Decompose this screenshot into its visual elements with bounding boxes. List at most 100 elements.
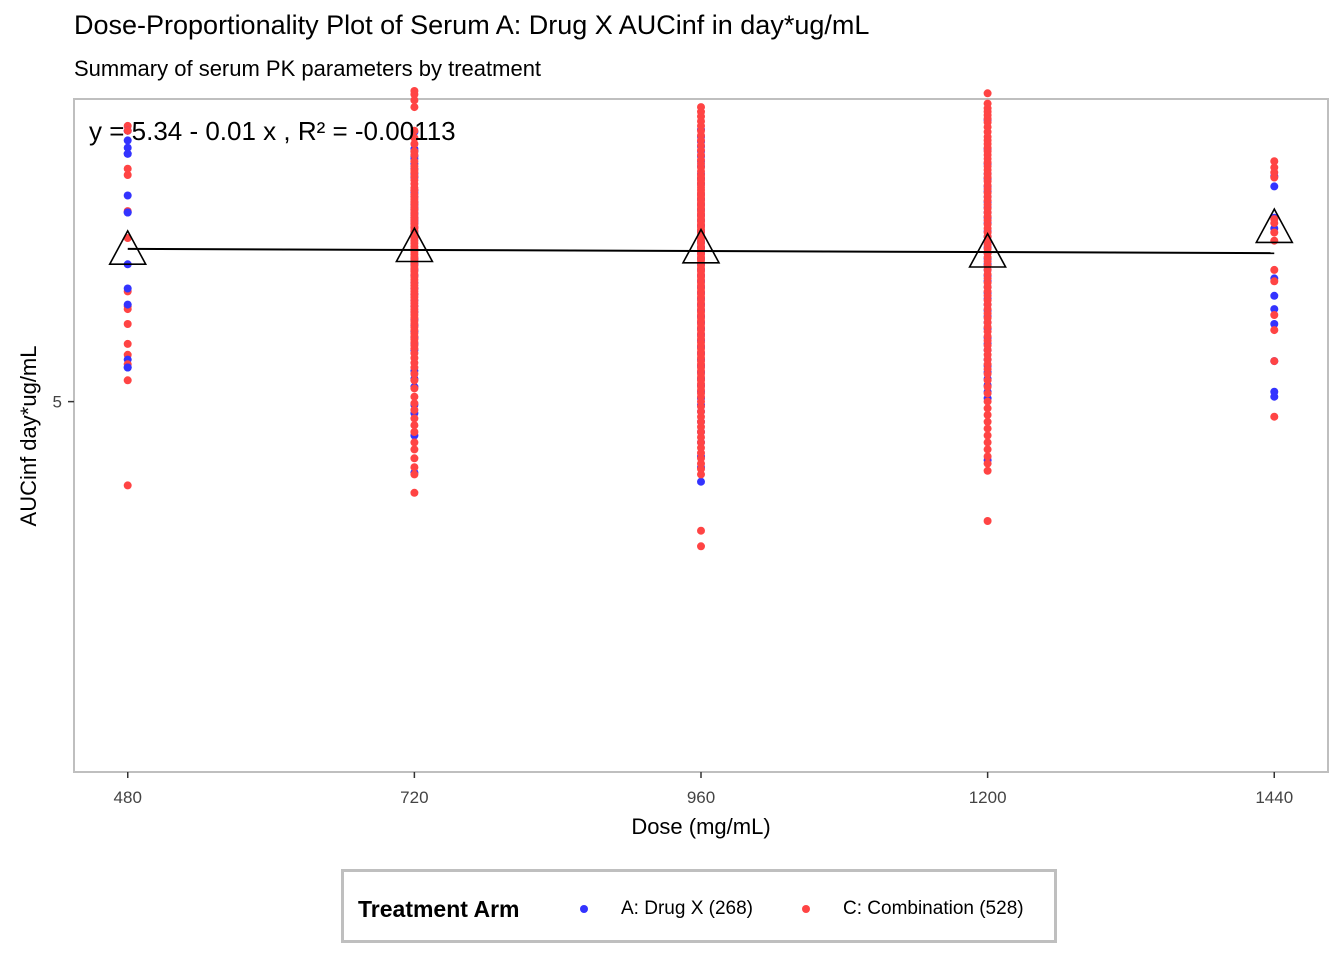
point-combination xyxy=(1270,412,1279,421)
point-combination xyxy=(697,470,705,479)
mean-triangle xyxy=(968,232,1007,268)
point-combination xyxy=(983,459,992,468)
point-combination xyxy=(410,369,419,378)
point-combination xyxy=(983,411,992,419)
point-combination xyxy=(410,363,419,372)
point-combination xyxy=(410,151,419,159)
point-combination xyxy=(983,452,992,461)
point-combination xyxy=(123,376,132,385)
point-combination xyxy=(410,399,419,408)
fit-layer xyxy=(108,207,1294,268)
point-combination xyxy=(410,488,419,497)
y-tick-label: 5 xyxy=(53,393,62,412)
x-tick-label: 1200 xyxy=(969,788,1007,807)
point-combination xyxy=(1270,219,1279,228)
point-combination xyxy=(983,382,992,391)
regression-line xyxy=(127,247,1275,255)
point-drug-x xyxy=(123,136,132,145)
point-combination xyxy=(983,89,992,98)
point-combination xyxy=(410,421,419,430)
point-drug-x xyxy=(123,208,132,217)
point-drug-x xyxy=(123,149,132,158)
point-combination xyxy=(983,376,992,385)
point-combination xyxy=(410,414,419,423)
point-combination xyxy=(123,481,132,490)
axis-layer: 480 720 960 1200 1440 5 xyxy=(53,393,1294,807)
y-axis-title: AUCinf day*ug/mL xyxy=(16,346,41,527)
point-combination xyxy=(410,392,419,401)
point-combination xyxy=(410,133,419,142)
point-combination xyxy=(410,438,419,447)
point-combination xyxy=(410,103,419,112)
chart-title: Dose-Proportionality Plot of Serum A: Dr… xyxy=(74,10,870,40)
x-tick-label: 720 xyxy=(400,788,428,807)
point-drug-x xyxy=(1270,305,1279,314)
points-layer xyxy=(123,87,1279,551)
point-combination xyxy=(983,369,992,378)
point-combination xyxy=(983,417,992,426)
mean-triangle xyxy=(108,229,148,266)
point-combination xyxy=(983,424,992,433)
legend-key-combination xyxy=(802,905,810,913)
point-combination xyxy=(410,126,419,135)
x-axis-title: Dose (mg/mL) xyxy=(631,814,770,839)
point-drug-x xyxy=(123,191,132,200)
point-drug-x xyxy=(1270,182,1279,191)
point-drug-x xyxy=(123,143,132,152)
point-combination xyxy=(1270,265,1279,274)
legend-label-combination: C: Combination (528) xyxy=(843,898,1024,919)
point-drug-x xyxy=(1270,291,1279,300)
point-combination xyxy=(1270,173,1279,182)
point-combination xyxy=(123,320,132,328)
point-combination xyxy=(983,389,992,398)
point-combination xyxy=(983,445,992,454)
point-combination xyxy=(983,397,992,406)
chart-subtitle: Summary of serum PK parameters by treatm… xyxy=(74,56,542,81)
point-combination xyxy=(1270,157,1279,166)
point-drug-x xyxy=(1270,320,1279,328)
x-tick-label: 480 xyxy=(114,788,142,807)
x-tick-label: 960 xyxy=(687,788,715,807)
point-drug-x xyxy=(123,300,132,309)
point-combination xyxy=(983,517,992,525)
point-combination xyxy=(123,164,132,173)
point-drug-x xyxy=(123,284,132,293)
x-tick-label: 1440 xyxy=(1255,788,1293,807)
point-combination xyxy=(123,171,132,179)
legend-title: Treatment Arm xyxy=(358,896,520,922)
mean-triangle xyxy=(681,227,721,264)
legend-key-drug-x xyxy=(580,905,588,913)
point-combination xyxy=(983,431,992,440)
point-combination xyxy=(410,90,419,99)
point-combination xyxy=(697,526,705,535)
point-combination xyxy=(410,140,419,148)
point-combination xyxy=(410,406,419,414)
point-combination xyxy=(983,404,992,413)
point-combination xyxy=(410,463,419,472)
regression-equation-label: y = 5.34 - 0.01 x , R² = -0.00113 xyxy=(89,116,456,146)
point-drug-x xyxy=(1270,392,1279,401)
point-combination xyxy=(1270,326,1279,335)
point-combination xyxy=(1270,277,1279,286)
point-drug-x xyxy=(697,477,705,486)
point-combination xyxy=(697,542,705,551)
point-combination xyxy=(410,445,419,454)
mean-triangle xyxy=(1254,207,1294,244)
point-combination xyxy=(1270,228,1279,237)
point-combination xyxy=(410,428,419,436)
point-combination xyxy=(1270,311,1279,319)
point-combination xyxy=(983,438,992,447)
point-combination xyxy=(123,126,132,135)
point-combination xyxy=(410,470,419,479)
point-combination xyxy=(410,376,419,385)
point-combination xyxy=(1270,236,1279,245)
point-combination xyxy=(1270,357,1279,366)
legend: Treatment Arm A: Drug X (268) C: Combina… xyxy=(341,869,1057,943)
point-combination xyxy=(410,384,419,393)
point-combination xyxy=(123,339,132,348)
point-combination xyxy=(983,466,992,475)
point-drug-x xyxy=(123,363,132,372)
point-combination xyxy=(410,96,419,105)
point-combination xyxy=(410,454,419,463)
